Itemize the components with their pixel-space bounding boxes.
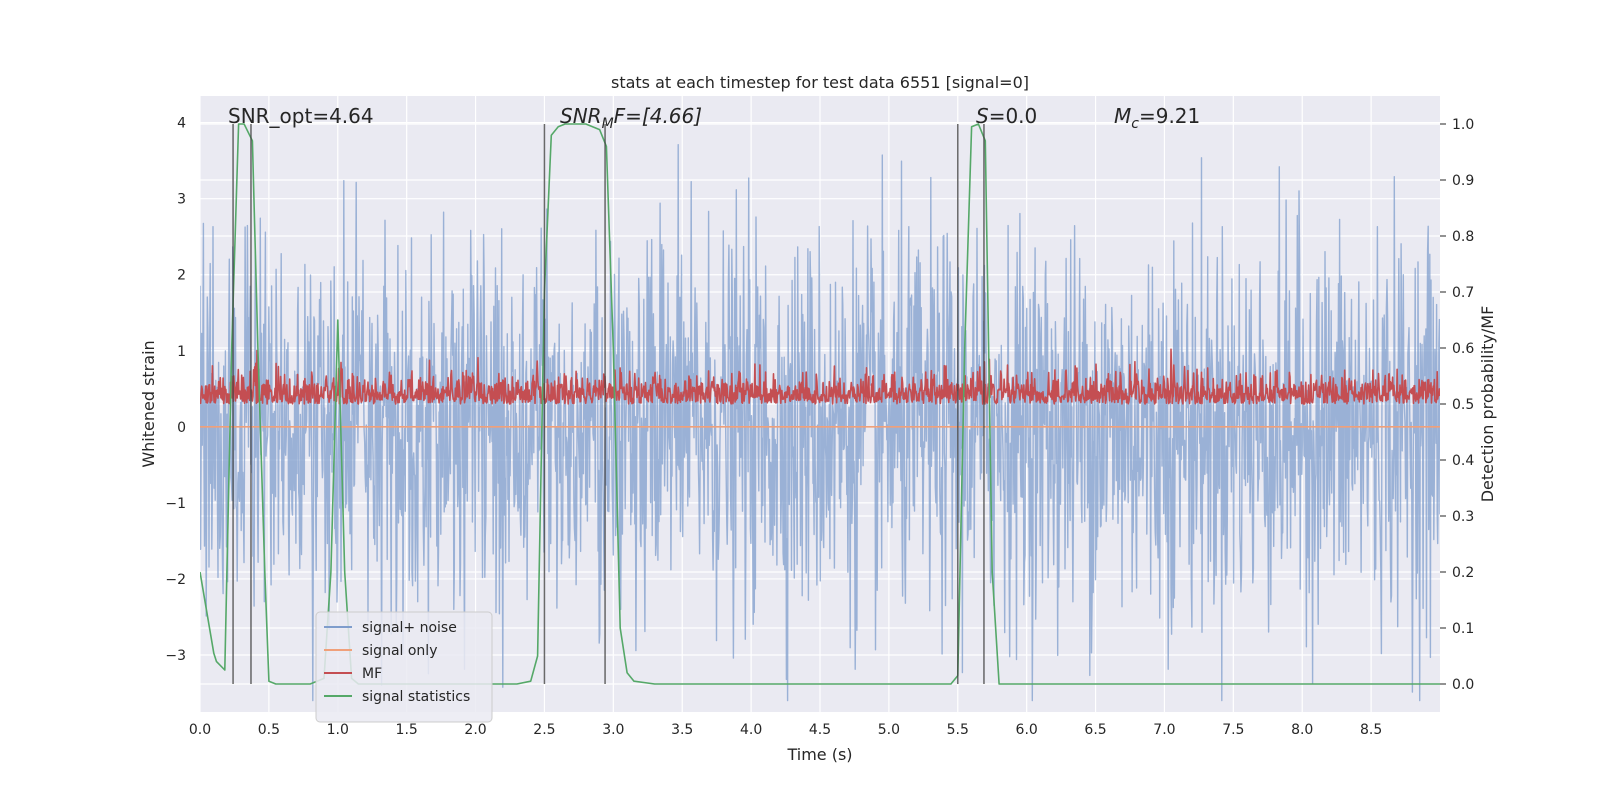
x-tick-label: 1.0 — [327, 722, 349, 738]
x-tick-label: 2.0 — [464, 722, 486, 738]
y2-tick-label: 0.9 — [1452, 173, 1474, 189]
x-tick-label: 2.5 — [533, 722, 555, 738]
x-tick-label: 7.5 — [1222, 722, 1244, 738]
y2-tick-label: 0.7 — [1452, 285, 1474, 301]
x-tick-label: 3.5 — [671, 722, 693, 738]
annotation-mc-sub: c — [1131, 116, 1139, 132]
legend-label-0: signal+ noise — [362, 620, 457, 636]
y-tick-label: 1 — [177, 344, 186, 360]
annotation-snr-mf-main: SNR — [560, 104, 602, 128]
annotation-s: S=0.0 — [976, 104, 1037, 128]
x-tick-label: 3.0 — [602, 722, 624, 738]
y2-tick-label: 0.2 — [1452, 565, 1474, 581]
annotation-snr-mf: SNRMF=[4.66] — [560, 104, 702, 132]
annotation-mc-tail: =9.21 — [1139, 104, 1200, 128]
x-tick-label: 4.5 — [809, 722, 831, 738]
annotation-snr-mf-tail: F=[4.66] — [614, 104, 702, 128]
y2-tick-label: 0.1 — [1452, 621, 1474, 637]
y-tick-label: 2 — [177, 268, 186, 284]
y-axis-label: Whitened strain — [139, 340, 158, 467]
x-tick-label: 5.0 — [878, 722, 900, 738]
x-tick-label: 5.5 — [947, 722, 969, 738]
legend-label-2: MF — [362, 666, 382, 682]
y2-tick-label: 0.5 — [1452, 397, 1474, 413]
y-tick-label: −1 — [165, 496, 186, 512]
y2-tick-label: 0.8 — [1452, 229, 1474, 245]
y2-tick-label: 0.0 — [1452, 677, 1474, 693]
annotation-mc: Mc=9.21 — [1114, 104, 1200, 132]
legend-label-3: signal statistics — [362, 689, 470, 705]
annotation-s-tail: =0.0 — [989, 104, 1038, 128]
y-tick-label: 0 — [177, 420, 186, 436]
x-tick-label: 0.5 — [258, 722, 280, 738]
legend: signal+ noise signal only MF signal statist… — [315, 611, 493, 723]
x-tick-label: 8.0 — [1291, 722, 1313, 738]
y2-tick-label: 0.6 — [1452, 341, 1474, 357]
legend-box — [315, 611, 493, 723]
x-tick-label: 7.0 — [1153, 722, 1175, 738]
x-tick-label: 1.5 — [396, 722, 418, 738]
annotation-mc-main: M — [1114, 104, 1131, 128]
chart-title: stats at each timestep for test data 655… — [611, 73, 1029, 92]
annotation-s-main: S — [976, 104, 989, 128]
x-tick-label: 8.5 — [1360, 722, 1382, 738]
x-tick-label: 4.0 — [740, 722, 762, 738]
annotation-snr-opt: SNR_opt=4.64 — [228, 104, 374, 128]
x-tick-label: 0.0 — [189, 722, 211, 738]
y-tick-label: −3 — [165, 648, 186, 664]
series-line-0 — [200, 144, 1440, 702]
y-tick-label: −2 — [165, 572, 186, 588]
x-tick-label: 6.0 — [1016, 722, 1038, 738]
y2-axis-label: Detection probability/MF — [1478, 306, 1497, 503]
y2-tick-label: 0.3 — [1452, 509, 1474, 525]
legend-label-1: signal only — [362, 643, 437, 659]
annotation-snr-mf-sub: M — [602, 116, 614, 132]
vertical-markers — [232, 124, 985, 684]
y-tick-label: 4 — [177, 116, 186, 132]
ticks: 0.0 0.5 1.0 1.5 2.0 2.5 3.0 3.5 4.0 4.5 5.0 5.5 6.0 6… — [165, 116, 1474, 738]
y2-tick-label: 0.4 — [1452, 453, 1474, 469]
x-axis-label: Time (s) — [786, 745, 852, 764]
x-tick-label: 6.5 — [1084, 722, 1106, 738]
series-line-2 — [200, 348, 1440, 405]
y-tick-label: 3 — [177, 192, 186, 208]
y2-tick-label: 1.0 — [1452, 117, 1474, 133]
